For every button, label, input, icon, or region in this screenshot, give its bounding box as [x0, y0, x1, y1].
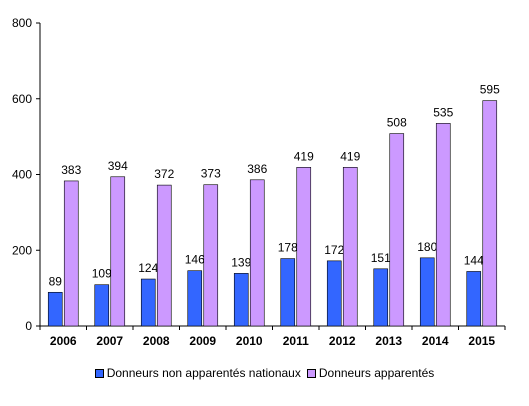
y-tick-label: 600 [12, 92, 32, 106]
y-tick-label: 0 [25, 319, 32, 333]
x-tick-label: 2013 [375, 334, 402, 348]
data-label: 124 [138, 261, 158, 275]
y-tick-label: 200 [12, 243, 32, 257]
x-tick-label: 2015 [468, 334, 495, 348]
bar-1 [187, 270, 203, 327]
data-label: 508 [387, 116, 407, 130]
legend-swatch-series-2 [306, 368, 316, 378]
x-tick-label: 2007 [96, 334, 123, 348]
y-tick-label: 800 [12, 16, 32, 30]
data-label: 151 [371, 251, 391, 265]
x-tick-label: 2011 [283, 334, 309, 348]
data-label: 419 [340, 149, 360, 163]
x-tick-label: 2014 [422, 334, 449, 348]
bar-2 [296, 167, 312, 327]
x-tick-label: 2010 [236, 334, 263, 348]
data-label: 139 [231, 255, 251, 269]
data-label: 394 [108, 159, 128, 173]
bar-1 [280, 258, 296, 327]
bar-1 [373, 268, 389, 327]
data-label: 383 [61, 163, 81, 177]
bar-1 [326, 260, 342, 327]
bar-1 [233, 273, 249, 327]
bar-2 [435, 123, 451, 327]
data-label: 373 [201, 167, 221, 181]
data-label: 89 [49, 274, 63, 288]
data-label: 419 [294, 149, 314, 163]
bar-chart-svg: 0 200 400 600 800 89 383 2006 109 394 2007 124 372 20… [12, 16, 506, 348]
bar-2 [342, 167, 358, 327]
legend-label-series-1: Donneurs non apparentés nationaux [106, 366, 301, 380]
legend-swatch-series-1 [94, 368, 104, 378]
x-tick-label: 2006 [50, 334, 77, 348]
data-label: 172 [324, 243, 344, 257]
data-label: 595 [480, 83, 500, 97]
bar-1 [466, 271, 482, 327]
bar-2 [156, 184, 172, 327]
bar-2 [110, 176, 126, 327]
data-label: 372 [154, 167, 174, 181]
bar-2 [249, 179, 265, 327]
bar-1 [47, 291, 63, 327]
y-tick-label: 400 [12, 168, 32, 182]
data-label: 386 [247, 162, 267, 176]
bar-1 [140, 278, 156, 327]
bar-1 [419, 257, 435, 327]
bar-1 [94, 284, 110, 327]
data-label: 146 [185, 253, 205, 267]
bar-2 [203, 184, 219, 327]
x-tick-label: 2009 [189, 334, 216, 348]
legend-item-series-2: Donneurs apparentés [306, 366, 435, 380]
legend-item-series-1: Donneurs non apparentés nationaux [94, 366, 301, 380]
data-label: 535 [433, 105, 453, 119]
x-tick-label: 2012 [329, 334, 356, 348]
legend-label-series-2: Donneurs apparentés [318, 366, 435, 380]
x-tick-label: 2008 [143, 334, 170, 348]
bar-2 [63, 180, 79, 327]
legend: Donneurs non apparentés nationaux Donneu… [0, 366, 529, 380]
data-label: 144 [464, 253, 484, 267]
bar-2 [389, 133, 405, 327]
data-label: 180 [417, 240, 437, 254]
data-label: 178 [278, 241, 298, 255]
bar-2 [482, 100, 498, 327]
data-label: 109 [92, 267, 112, 281]
